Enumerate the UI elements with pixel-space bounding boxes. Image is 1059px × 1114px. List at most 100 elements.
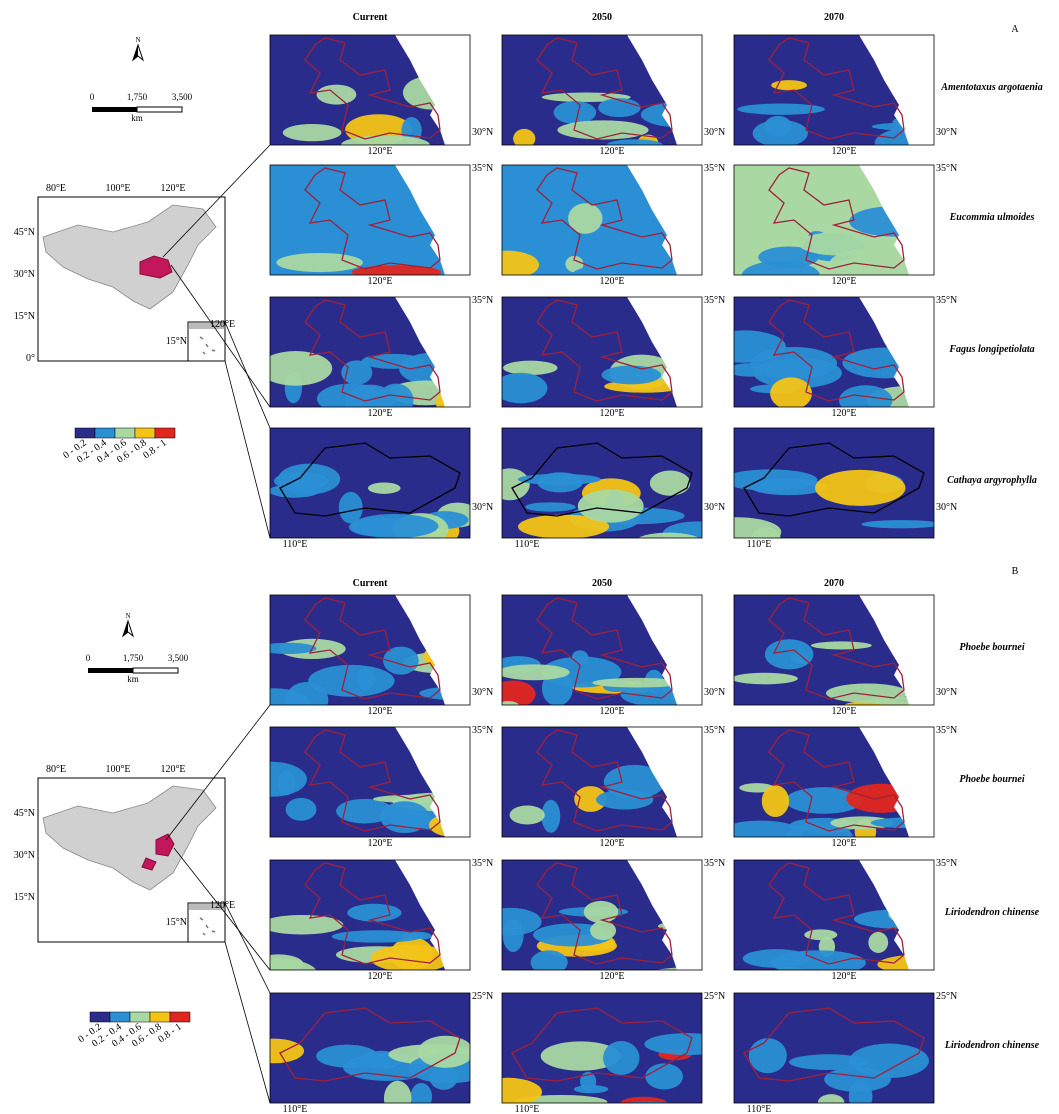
y-label: 35°N [704, 295, 725, 306]
north-label: N [135, 36, 140, 44]
x-label: 120°E [599, 838, 624, 849]
y-label: 30°N [472, 687, 493, 698]
suitability-patch [765, 639, 813, 669]
column-title: Current [353, 578, 388, 589]
suitability-patch [554, 101, 597, 124]
x-label: 120°E [599, 276, 624, 287]
column-title: 2050 [592, 12, 612, 23]
x-label: 120°E [831, 408, 856, 419]
suitability-patch [283, 124, 342, 141]
y-label: 35°N [472, 163, 493, 174]
suitability-patch [598, 98, 640, 117]
x-label: 120°E [367, 146, 392, 157]
suitability-patch [368, 483, 401, 494]
suitability-map [734, 993, 934, 1113]
north-arrow-half [123, 621, 128, 636]
column-title: 2070 [824, 12, 844, 23]
connector [225, 322, 270, 428]
suitability-patch [798, 232, 884, 256]
scale-unit: km [131, 113, 143, 123]
suitability-map [734, 860, 972, 982]
inset-lat-label: 15°N [166, 336, 187, 347]
legend-swatch [170, 1012, 190, 1022]
lon-label: 100°E [105, 764, 130, 775]
suitability-patch [361, 354, 423, 369]
y-label: 35°N [704, 858, 725, 869]
scale-label: 0 [86, 653, 91, 663]
suitability-patch [732, 673, 798, 685]
y-label: 30°N [704, 127, 725, 138]
suitability-map [491, 595, 723, 712]
scale-bar-white [137, 107, 182, 112]
legend-swatch [115, 428, 135, 438]
species-name: Eucommia ulmoides [949, 212, 1035, 223]
legend-label: 0.8 - 1 [156, 1021, 183, 1045]
column-title: 2050 [592, 578, 612, 589]
x-label: 120°E [367, 276, 392, 287]
column-title: Current [353, 12, 388, 23]
column-title: 2070 [824, 578, 844, 589]
connector [225, 942, 270, 1103]
y-label: 30°N [472, 502, 493, 513]
lon-label: 120°E [160, 183, 185, 194]
suitability-map [489, 428, 733, 552]
suitability-patch [753, 120, 808, 147]
x-label: 120°E [367, 408, 392, 419]
y-label: 25°N [704, 991, 725, 1002]
suitability-patch [557, 120, 648, 139]
scale-label: 3,500 [172, 92, 193, 102]
suitability-patch [578, 489, 644, 522]
x-label: 120°E [831, 146, 856, 157]
suitability-patch [380, 801, 429, 833]
scale-bar-black [92, 107, 137, 112]
suitability-patch [229, 958, 317, 988]
suitability-map [259, 297, 470, 417]
legend-swatch [135, 428, 155, 438]
scale-label: 1,750 [123, 653, 144, 663]
scale-label: 3,500 [168, 653, 189, 663]
suitability-map [237, 595, 510, 721]
suitability-patch [770, 377, 812, 409]
north-arrow-half [133, 45, 138, 60]
y-label: 35°N [472, 725, 493, 736]
suitability-patch [635, 533, 703, 552]
lon-label: 80°E [46, 183, 66, 194]
suitability-patch [236, 762, 307, 797]
suitability-patch [868, 932, 888, 953]
inset-lat-label: 15°N [166, 917, 187, 928]
y-label: 30°N [936, 502, 957, 513]
legend-swatch [110, 1012, 130, 1022]
y-label: 35°N [704, 725, 725, 736]
suitability-patch [269, 484, 320, 498]
legend-swatch [90, 1012, 110, 1022]
suitability-map [243, 993, 488, 1114]
suitability-patch [574, 1085, 608, 1093]
suitability-map [502, 35, 726, 152]
legend-swatch [155, 428, 175, 438]
suitability-map [244, 165, 494, 289]
x-label: 110°E [515, 539, 540, 550]
lat-label: 30°N [14, 269, 35, 280]
suitability-map [480, 860, 742, 981]
suitability-map [236, 727, 490, 838]
suitability-map [475, 165, 704, 294]
inset-lon-label: 120°E [210, 319, 235, 330]
suitability-patch [503, 361, 557, 375]
suitability-patch [742, 261, 820, 290]
suitability-patch [308, 665, 394, 697]
panel-label: A [1011, 24, 1019, 35]
suitability-patch [861, 520, 940, 528]
x-label: 120°E [599, 971, 624, 982]
suitability-map [502, 727, 704, 842]
suitability-patch [259, 643, 316, 654]
lat-label: 15°N [14, 311, 35, 322]
y-label: 30°N [472, 127, 493, 138]
lat-label: 45°N [14, 227, 35, 238]
legend-swatch [130, 1012, 150, 1022]
suitability-map [703, 297, 948, 415]
species-name: Liriodendron chinense [944, 907, 1040, 918]
x-label: 120°E [831, 971, 856, 982]
suitability-patch [531, 950, 568, 974]
suitability-patch [815, 470, 905, 506]
suitability-patch [849, 1044, 929, 1079]
